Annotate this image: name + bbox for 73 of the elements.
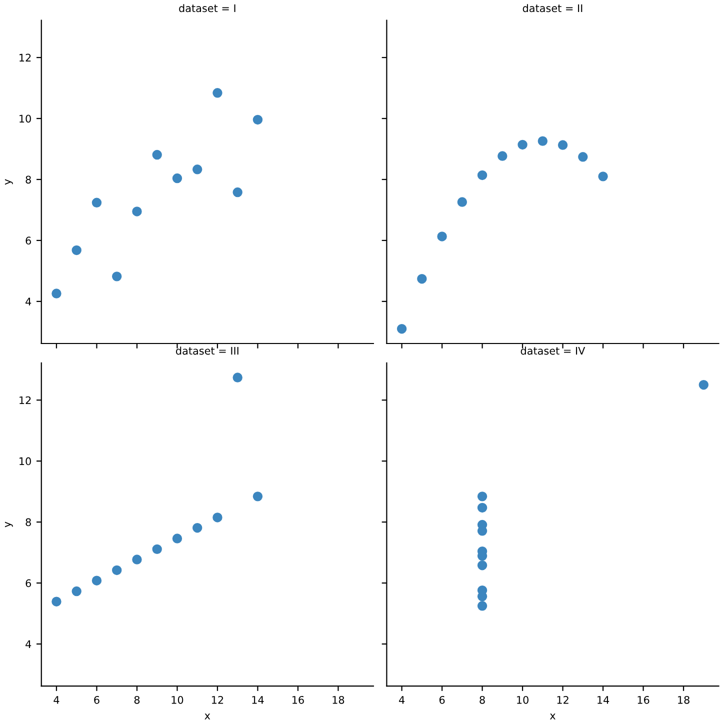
- chart-title: dataset = IV: [520, 346, 586, 355]
- point: [498, 151, 508, 161]
- x-tick-label: 6: [439, 696, 445, 704]
- point: [232, 372, 242, 382]
- point: [477, 592, 488, 602]
- y-tick-label: 12: [20, 54, 31, 62]
- y-tick-label: 10: [20, 114, 31, 123]
- x-tick-label: 14: [252, 696, 264, 704]
- point: [192, 164, 202, 174]
- point: [437, 232, 447, 242]
- point: [477, 492, 488, 502]
- point: [172, 173, 182, 184]
- point: [72, 245, 82, 256]
- x-tick-label: 4: [54, 696, 60, 704]
- point: [518, 140, 528, 150]
- point: [477, 502, 488, 513]
- x-tick-label: 18: [332, 696, 344, 704]
- point: [558, 140, 568, 150]
- point: [112, 565, 122, 576]
- point: [152, 150, 162, 160]
- point: [92, 198, 102, 208]
- y-tick-label: 8: [26, 176, 31, 184]
- x-tick-label: 14: [598, 696, 610, 704]
- x-axis-title: x: [550, 714, 556, 720]
- x-axis-title: x: [204, 714, 210, 720]
- point: [477, 170, 488, 180]
- point: [396, 324, 407, 334]
- x-tick-label: 16: [638, 696, 650, 704]
- y-tick-label: 8: [26, 518, 31, 526]
- x-tick-label: 6: [94, 696, 100, 704]
- point: [172, 534, 182, 544]
- point: [538, 136, 548, 146]
- x-tick-label: 4: [398, 696, 405, 704]
- chart-title: dataset = II: [522, 4, 582, 12]
- x-tick-label: 12: [557, 696, 568, 704]
- point: [52, 596, 62, 606]
- point: [112, 272, 122, 282]
- y-axis-title: y: [4, 522, 13, 528]
- point: [477, 601, 488, 611]
- point: [578, 152, 588, 162]
- point: [457, 197, 468, 207]
- x-tick-label: 16: [292, 696, 304, 704]
- point: [152, 544, 162, 554]
- y-tick-label: 4: [26, 298, 32, 306]
- point: [417, 274, 427, 284]
- point: [192, 522, 202, 533]
- point: [92, 576, 102, 586]
- y-tick-label: 6: [26, 236, 32, 245]
- chart-title: dataset = I: [179, 4, 236, 12]
- chart-title: dataset = III: [176, 346, 238, 355]
- point: [598, 172, 608, 182]
- point: [212, 88, 222, 98]
- point: [132, 206, 142, 216]
- point: [252, 114, 263, 125]
- y-tick-label: 4: [26, 640, 32, 648]
- x-tick-label: 10: [172, 696, 184, 704]
- point: [477, 560, 488, 570]
- y-tick-label: 6: [26, 579, 32, 588]
- x-tick-label: 10: [517, 696, 528, 704]
- point: [212, 512, 222, 522]
- x-tick-label: 12: [212, 696, 224, 704]
- point: [132, 554, 142, 564]
- x-tick-label: 8: [480, 696, 485, 704]
- point: [52, 288, 62, 298]
- y-tick-label: 10: [20, 457, 31, 466]
- x-tick-label: 8: [134, 696, 140, 704]
- point: [252, 492, 263, 502]
- point: [72, 586, 82, 596]
- point: [698, 380, 709, 390]
- y-axis-title: y: [4, 179, 13, 185]
- x-tick-label: 18: [678, 696, 690, 704]
- y-tick-label: 12: [20, 396, 31, 404]
- point: [232, 187, 242, 198]
